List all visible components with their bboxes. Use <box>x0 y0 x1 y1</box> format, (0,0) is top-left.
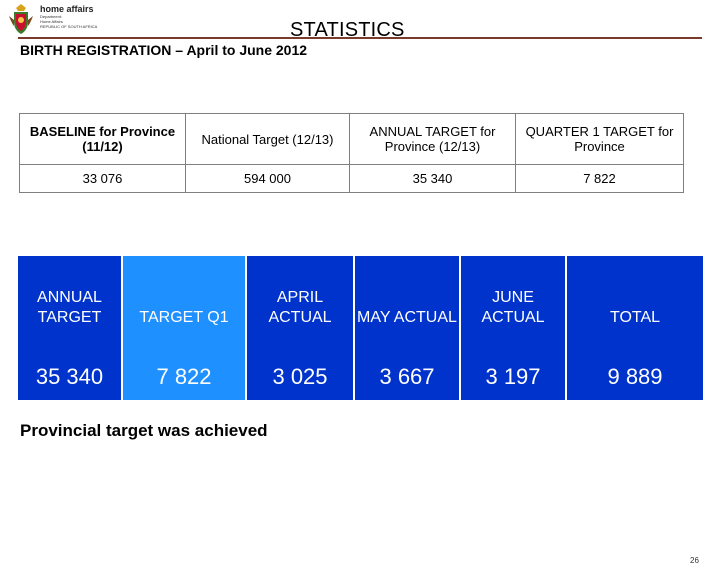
stats-column-value: 3 667 <box>379 364 435 389</box>
value-cell-national-target: 594 000 <box>185 164 350 193</box>
stats-column-label: MAY ACTUAL <box>357 309 457 326</box>
value-cell-quarter1-target: 7 822 <box>515 164 684 193</box>
result-note: Provincial target was achieved <box>20 421 268 440</box>
stats-column-annual-target: ANNUAL TARGET 35 340 <box>18 256 121 400</box>
page-subtitle: BIRTH REGISTRATION – April to June 2012 <box>20 42 308 58</box>
stats-column-april-actual: APRIL ACTUAL 3 025 <box>247 256 353 400</box>
column-divider <box>565 256 567 400</box>
stats-column-label: JUNE ACTUAL <box>481 289 545 326</box>
birth-registration-stats-table: ANNUAL TARGET 35 340 TARGET Q1 7 822 APR… <box>18 256 703 400</box>
stats-column-value: 3 197 <box>485 364 541 389</box>
stats-column-may-actual: MAY ACTUAL 3 667 <box>355 256 459 400</box>
header-cell-national-target: National Target (12/13) <box>185 113 350 165</box>
column-divider <box>353 256 355 400</box>
org-subtext-line: REPUBLIC OF SOUTH AFRICA <box>40 24 98 29</box>
stats-column-value: 35 340 <box>35 364 104 389</box>
stats-column-label: APRIL ACTUAL <box>268 289 332 326</box>
table-row: 33 076 594 000 35 340 7 822 <box>19 164 684 193</box>
header-cell-baseline: BASELINE for Province (11/12) <box>19 113 186 165</box>
column-divider <box>121 256 123 400</box>
stats-column-value: 9 889 <box>607 364 663 389</box>
stats-column-label: TOTAL <box>609 309 661 326</box>
department-logo: home affairs Department: Home Affairs RE… <box>6 2 118 36</box>
column-divider <box>245 256 247 400</box>
stats-column-label: ANNUAL TARGET <box>37 289 102 326</box>
province-target-table: BASELINE for Province (11/12) National T… <box>19 113 684 193</box>
table-header-row: BASELINE for Province (11/12) National T… <box>19 113 684 165</box>
stats-column-june-actual: JUNE ACTUAL 3 197 <box>461 256 565 400</box>
value-cell-annual-target: 35 340 <box>349 164 516 193</box>
header-cell-quarter1-target: QUARTER 1 TARGET for Province <box>515 113 684 165</box>
org-subtext-line: Department: <box>40 14 63 19</box>
coat-of-arms-icon <box>9 4 33 34</box>
page-number: 26 <box>690 556 699 565</box>
header-cell-annual-target: ANNUAL TARGET for Province (12/13) <box>349 113 516 165</box>
stats-column-value: 3 025 <box>272 364 328 389</box>
stats-column-target-q1: TARGET Q1 7 822 <box>123 256 245 400</box>
org-subtext-line: Home Affairs <box>40 19 63 24</box>
stats-column-value: 7 822 <box>156 364 212 389</box>
value-cell-baseline: 33 076 <box>19 164 186 193</box>
column-divider <box>459 256 461 400</box>
header-rule <box>18 37 702 39</box>
stats-column-total: TOTAL 9 889 <box>567 256 703 400</box>
page-title: STATISTICS <box>290 19 405 41</box>
stats-column-label: TARGET Q1 <box>139 309 229 326</box>
org-name: home affairs <box>40 4 94 14</box>
